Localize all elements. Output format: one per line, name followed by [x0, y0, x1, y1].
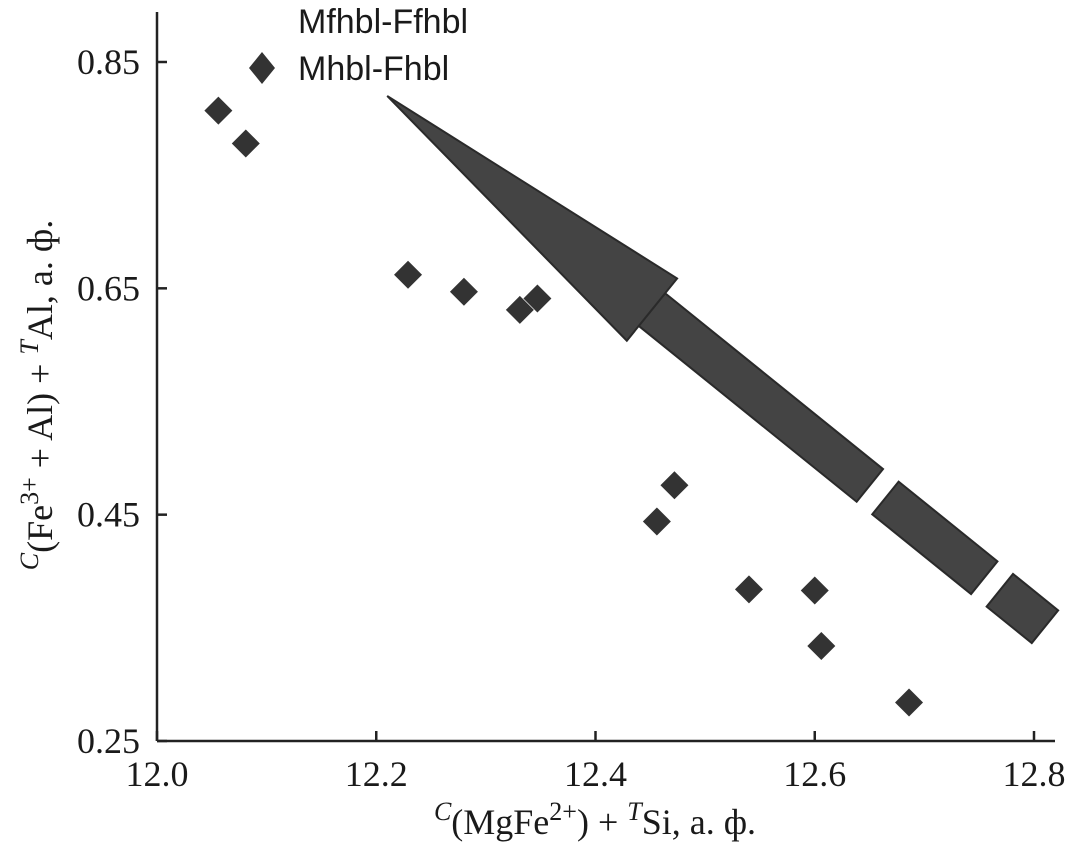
legend-diamond-icon	[249, 52, 275, 84]
data-point-diamond	[231, 129, 260, 158]
x-label-sup-c: C	[434, 797, 452, 826]
x-tick-label: 12.4	[564, 754, 627, 794]
y-tick-label: 0.25	[77, 721, 140, 761]
x-tick-label: 12.8	[1003, 754, 1066, 794]
y-label-sup-t: T	[15, 339, 44, 355]
y-label-mid: + Al) +	[20, 355, 60, 478]
data-point-diamond	[394, 260, 423, 289]
x-tick-label: 12.6	[783, 754, 846, 794]
data-point-diamond	[895, 688, 924, 717]
axes	[155, 12, 1055, 743]
trend-arrow	[386, 95, 1060, 645]
arrow-legend-label: Mfhbl-Ffhbl	[298, 3, 468, 41]
x-label-tail: Si, a. ф.	[642, 802, 756, 842]
y-axis-label: C(Fe3+ + Al) + TAl, a. ф.	[15, 220, 60, 570]
x-label-sup-t: T	[627, 797, 643, 826]
y-label-tail: Al, a. ф.	[20, 220, 60, 340]
y-tick-label: 0.85	[77, 42, 140, 82]
data-points	[204, 96, 924, 717]
x-axis-label: C(MgFe2+) + TSi, a. ф.	[434, 797, 756, 842]
x-label-sup-charge: 2+	[549, 797, 577, 826]
legend-series-label: Mhbl-Fhbl	[298, 50, 449, 88]
arrow-segment	[870, 480, 999, 596]
data-point-diamond	[807, 631, 836, 660]
y-label-sup-charge: 3+	[15, 477, 44, 505]
x-tick-label: 12.0	[126, 754, 189, 794]
data-point-diamond	[505, 295, 534, 324]
data-point-diamond	[660, 471, 689, 500]
x-label-main: (MgFe	[451, 802, 549, 842]
data-point-diamond	[523, 284, 552, 313]
y-label-main: (Fe	[20, 505, 60, 553]
arrow-head	[386, 95, 679, 343]
arrow-segment	[637, 291, 885, 504]
arrow-segment	[985, 572, 1060, 645]
data-point-diamond	[449, 277, 478, 306]
legend: Mfhbl-Ffhbl Mhbl-Fhbl	[249, 3, 468, 88]
data-point-diamond	[800, 576, 829, 605]
x-label-mid: ) +	[577, 802, 627, 842]
x-tick-label: 12.2	[345, 754, 408, 794]
y-tick-label: 0.65	[77, 268, 140, 308]
data-point-diamond	[204, 96, 233, 125]
data-point-diamond	[642, 507, 671, 536]
y-label-sup-c: C	[15, 552, 44, 570]
data-point-diamond	[734, 575, 763, 604]
ticks: 12.0 12.2 12.4 12.6 12.8 0.25 0.45 0.65 0.85	[77, 42, 1066, 794]
y-tick-label: 0.45	[77, 495, 140, 535]
